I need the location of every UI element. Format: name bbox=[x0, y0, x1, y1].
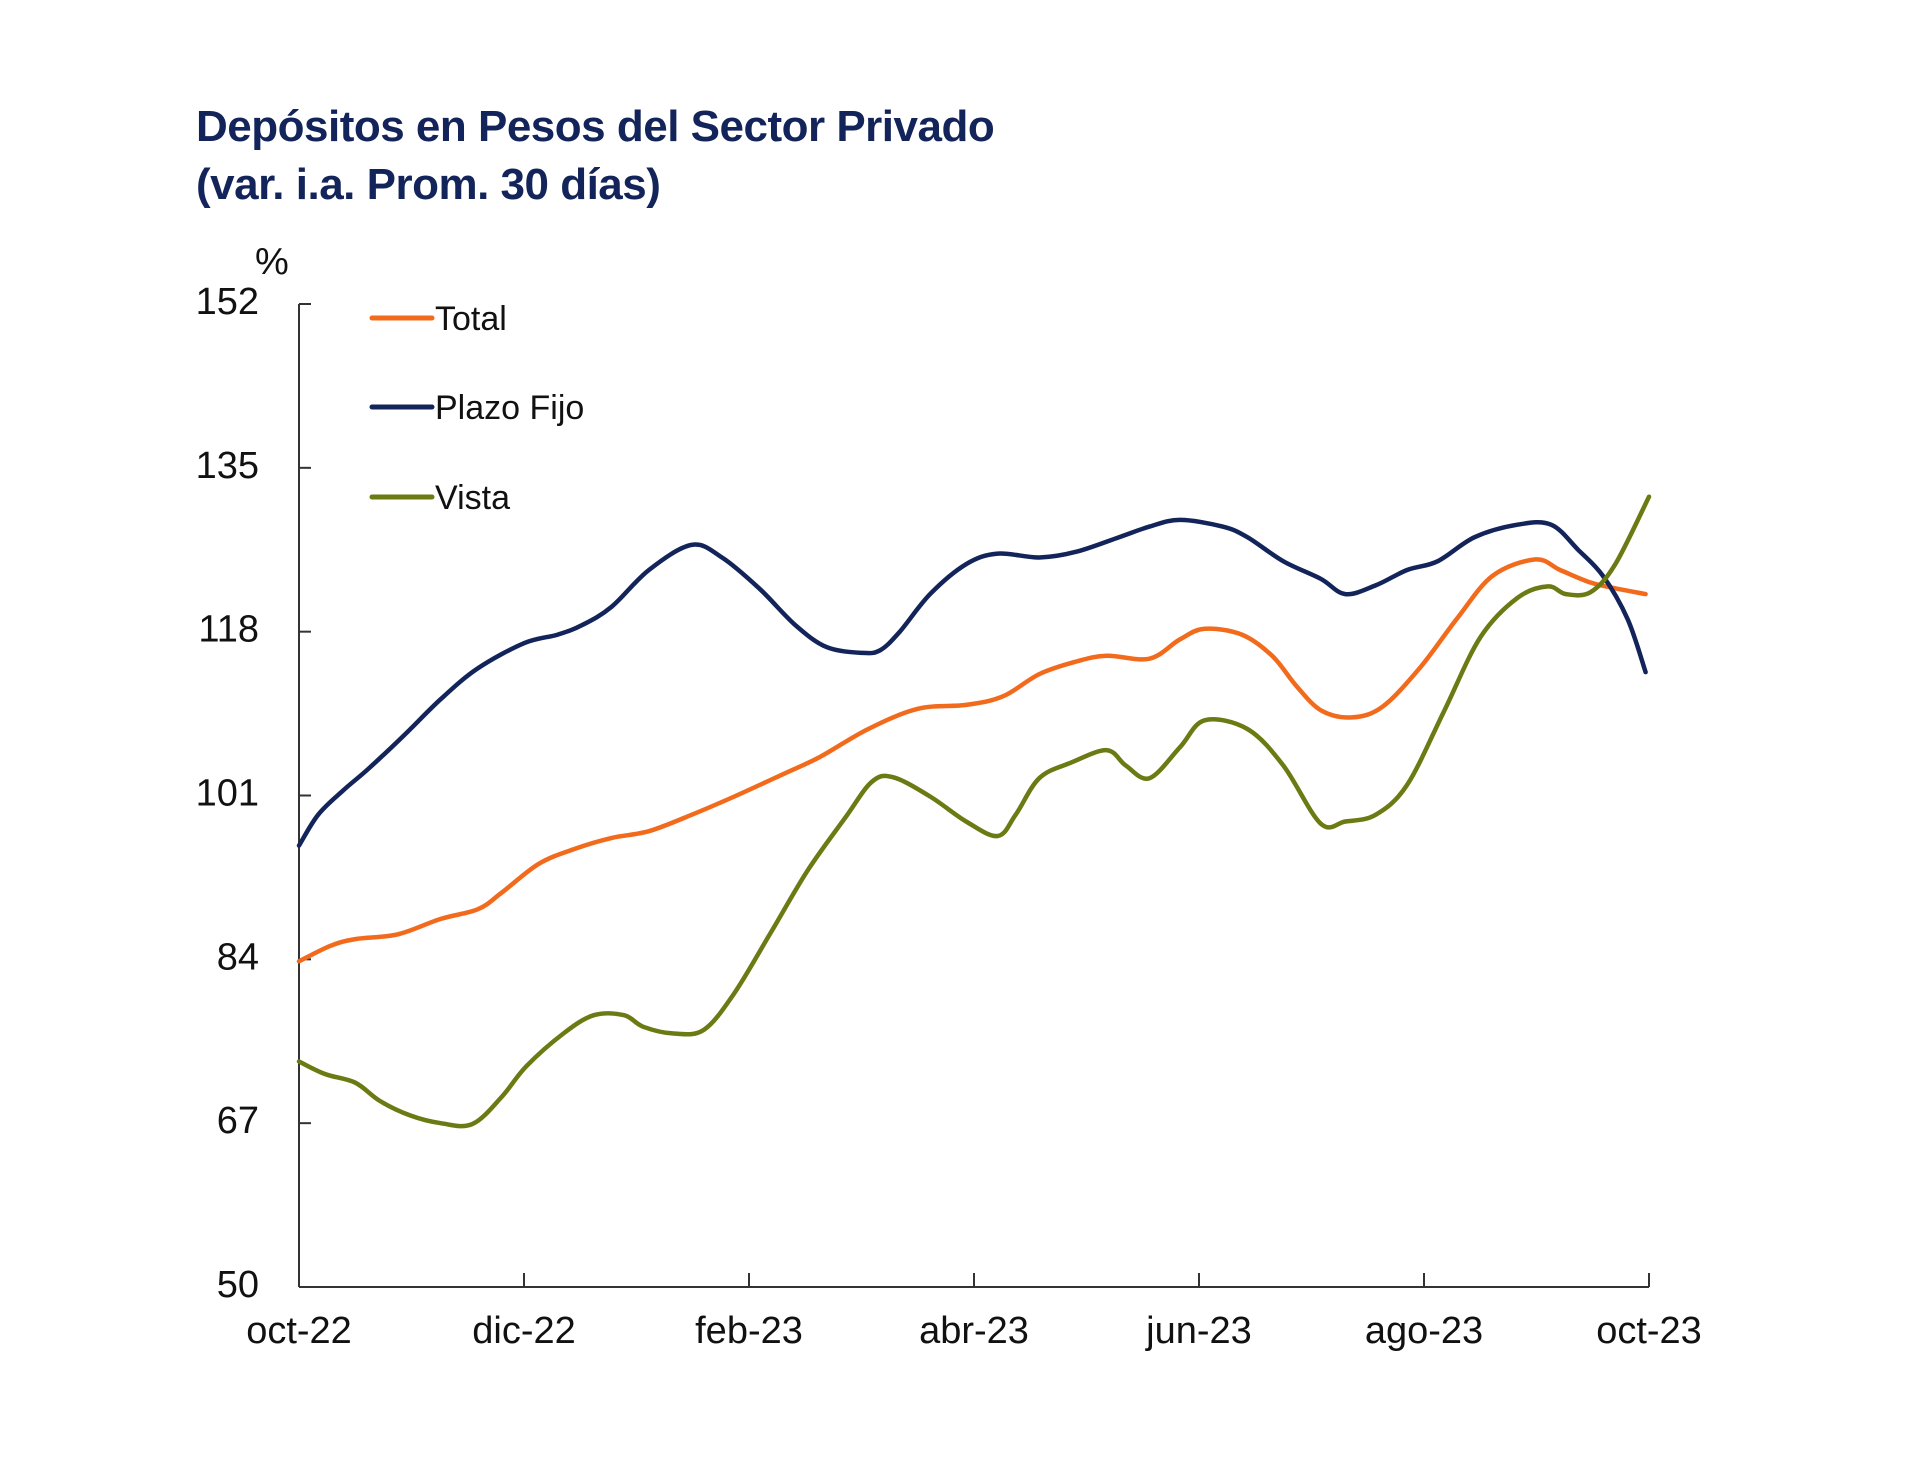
y-tick-label: 50 bbox=[217, 1264, 259, 1306]
series-line-total bbox=[296, 557, 1648, 964]
y-tick-label: 135 bbox=[196, 445, 259, 487]
series-line-vista bbox=[296, 494, 1652, 1129]
y-tick-label: 84 bbox=[217, 936, 259, 978]
x-tick-label: jun-23 bbox=[1145, 1310, 1252, 1352]
x-tick-label: feb-23 bbox=[695, 1310, 803, 1352]
legend-plazo-fijo-label: Plazo Fijo bbox=[435, 389, 584, 427]
legend-total-label: Total bbox=[435, 300, 507, 338]
chart-subtitle: (var. i.a. Prom. 30 días) bbox=[196, 160, 661, 209]
y-tick-label: 152 bbox=[196, 281, 259, 323]
legend-vista-label: Vista bbox=[435, 479, 510, 517]
x-tick-label: ago-23 bbox=[1365, 1310, 1483, 1352]
y-tick-label: 101 bbox=[196, 773, 259, 815]
x-tick-label: oct-22 bbox=[246, 1310, 352, 1352]
y-axis-unit: % bbox=[255, 241, 289, 283]
series-group bbox=[296, 494, 1652, 1129]
axes: % 50 67 84 101 118 135 152 oct-22 dic-22 feb-23 abr… bbox=[196, 241, 1702, 1352]
x-tick-label: oct-23 bbox=[1596, 1310, 1702, 1352]
y-tick-label: 118 bbox=[198, 609, 259, 651]
legend: Total Plazo Fijo Vista bbox=[369, 300, 584, 517]
chart-title-line: Depósitos en Pesos del Sector Privado bbox=[196, 102, 995, 151]
x-tick-label: dic-22 bbox=[472, 1310, 576, 1352]
series-line-plazo-fijo bbox=[296, 517, 1648, 848]
y-tick-label: 67 bbox=[217, 1100, 259, 1142]
x-tick-label: abr-23 bbox=[919, 1310, 1029, 1352]
chart-title: Depósitos en Pesos del Sector Privado (v… bbox=[196, 98, 995, 214]
